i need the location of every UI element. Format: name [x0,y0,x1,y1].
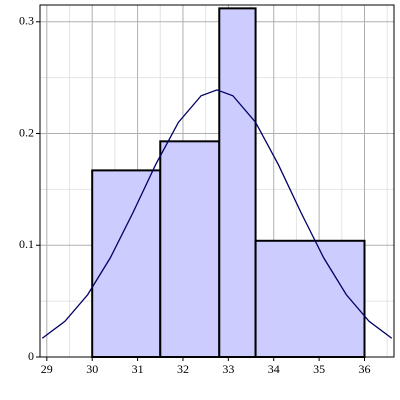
x-tick-label: 36 [359,362,371,376]
x-tick-label: 30 [86,362,98,376]
bar [218,7,257,358]
density-curve [41,89,393,339]
y-tick-label: 0.3 [19,14,34,28]
y-tick-label: 0.2 [19,125,34,139]
y-tick-label: 0 [28,349,34,363]
y-tick-label: 0.1 [19,237,34,251]
bar [254,239,366,359]
x-tick-label: 34 [268,362,280,376]
x-tick-label: 29 [41,362,53,376]
x-tick-label: 32 [177,362,189,376]
x-tick-label: 31 [132,362,144,376]
plot-frame [39,4,395,358]
x-tick-label: 33 [222,362,234,376]
bar [159,140,221,358]
bar [91,169,162,358]
x-tick-label: 35 [313,362,325,376]
